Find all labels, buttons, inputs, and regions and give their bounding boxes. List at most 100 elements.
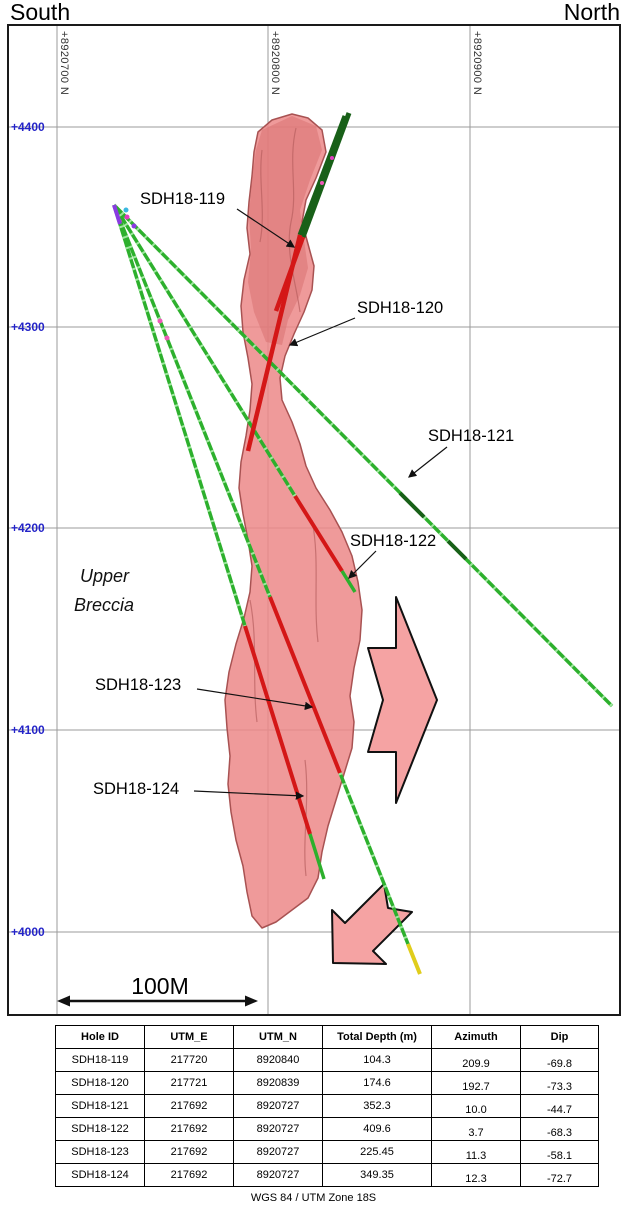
table-cell-value: 209.9 [462,1058,490,1070]
table-cell: 349.35 [322,1163,432,1187]
drillhole-trace-SDH18-121 [112,203,614,708]
hole-label-SDH18-120: SDH18-120 [357,299,443,317]
trace-segment-darkgreen [398,491,426,519]
table-cell: 8920727 [233,1140,323,1164]
table-row: SDH18-121 217692 8920727 352.3 10.0 -44.7 [55,1094,599,1118]
table-cell: -73.3 [520,1071,599,1095]
northing-label: +8920700 N [58,31,70,95]
table-header-cell: Total Depth (m) [322,1025,432,1049]
table-cell: SDH18-122 [55,1117,145,1141]
table-cell: 409.6 [322,1117,432,1141]
table-cell: 10.0 [431,1094,521,1118]
table-cell-value: -72.7 [546,1173,573,1185]
table-header-row: Hole ID UTM_E UTM_N Total Depth (m) Azimuth D… [55,1025,599,1049]
table-header-cell: Hole ID [55,1025,145,1049]
breccia-shading [248,116,322,345]
northing-label: +8920900 N [471,31,483,95]
trace-segment-darkgreen [300,112,352,238]
table-cell: 217692 [144,1094,234,1118]
table-header-cell: UTM_N [233,1025,323,1049]
drillhole-trace-SDH18-120 [245,115,348,452]
table-cell-value: 3.7 [468,1127,484,1139]
trace-interval-ticks [112,204,272,598]
trace-marker-dot [131,223,137,229]
table-cell-value: -68.3 [546,1127,573,1139]
trace-marker-dot [157,318,163,324]
trace-segment-darkgreen [446,539,468,561]
elevation-label: +4200 [11,521,45,535]
table-cell: 217692 [144,1117,234,1141]
annotation-arrow-SDH18-121 [408,446,448,478]
table-cell: -69.8 [520,1048,599,1072]
table-cell: 104.3 [322,1048,432,1072]
table-cell: 8920727 [233,1094,323,1118]
breccia-texture-line [288,127,301,313]
table-cell: 174.6 [322,1071,432,1095]
table-head: Hole ID UTM_E UTM_N Total Depth (m) Azimuth D… [55,1025,599,1049]
table-cell-value: -58.1 [546,1150,573,1162]
table-cell: -44.7 [520,1094,599,1118]
table-cell: 217720 [144,1048,234,1072]
table-cell: SDH18-121 [55,1094,145,1118]
table-header-cell: Azimuth [431,1025,521,1049]
elevation-label: +4400 [11,120,45,134]
table-cell: SDH18-123 [55,1140,145,1164]
hole-label-SDH18-119: SDH18-119 [140,190,225,208]
table-cell: SDH18-124 [55,1163,145,1187]
table-cell-value: -69.8 [546,1058,573,1070]
hole-label-SDH18-121: SDH18-121 [428,427,514,445]
crs-footer: WGS 84 / UTM Zone 18S [250,1192,377,1204]
table-cell: 8920727 [233,1117,323,1141]
trace-segment-red [245,234,303,452]
annotation-arrow-SDH18-122 [348,550,377,579]
table-row: SDH18-120 217721 8920839 174.6 192.7 -73.3 [55,1071,599,1095]
drillhole-table-wrap: Hole ID UTM_E UTM_N Total Depth (m) Azimuth D… [55,1025,599,1187]
scale-arrowhead-left [57,995,70,1007]
table-cell: 209.9 [431,1048,521,1072]
table-cell: 11.3 [431,1140,521,1164]
table-cell: 217692 [144,1163,234,1187]
section-direction-north: North [563,0,620,25]
table-cell: 352.3 [322,1094,432,1118]
table-cell-value: 12.3 [465,1173,487,1185]
trace-segment-green [112,204,297,497]
table-cell: -72.7 [520,1163,599,1187]
trace-interval-ticks [112,204,247,627]
hole-label-SDH18-122: SDH18-122 [350,532,436,550]
scale-bar: 100M [57,973,258,1007]
table-cell: -68.3 [520,1117,599,1141]
table-header-cell: Dip [520,1025,599,1049]
table-cell-value: 11.3 [465,1150,487,1162]
drillhole-trace-SDH18-123 [112,204,357,593]
hole-label-SDH18-123: SDH18-123 [95,676,181,694]
unit-label-upper: Upper [80,566,130,586]
trace-marker-dot [123,207,129,213]
drillhole-table: Hole ID UTM_E UTM_N Total Depth (m) Azimuth D… [55,1025,599,1187]
trace-marker-dot [164,335,170,341]
unit-label-breccia: Breccia [74,595,134,615]
table-row: SDH18-124 217692 8920727 349.35 12.3 -72.7 [55,1163,599,1187]
elevation-label: +4300 [11,320,45,334]
trace-marker-dot [124,214,130,220]
scale-label: 100M [131,973,189,999]
table-cell: 217721 [144,1071,234,1095]
table-cell: SDH18-120 [55,1071,145,1095]
trace-interval-ticks [112,203,614,708]
breccia-texture-line [311,519,319,643]
trace-segment-green [340,570,357,593]
hole-label-SDH18-124: SDH18-124 [93,780,179,798]
trace-segment-green [308,833,326,880]
cross-section-plot: +8920700 N +8920800 N +8920900 N +4400 +4300… [7,24,621,1016]
annotation-arrow-SDH18-119 [236,208,296,248]
table-cell: 225.45 [322,1140,432,1164]
trace-segment-red [268,596,342,774]
breccia-texture-line [259,149,263,243]
table-row: SDH18-122 217692 8920727 409.6 3.7 -68.3 [55,1117,599,1141]
trace-marker-dot [320,181,324,185]
table-body: SDH18-119 217720 8920840 104.3 209.9 -69.8 SDH… [55,1048,599,1187]
table-cell: 8920727 [233,1163,323,1187]
trace-segment-green [338,772,410,945]
table-row: SDH18-123 217692 8920727 225.45 11.3 -58.1 [55,1140,599,1164]
table-cell-value: 192.7 [462,1081,490,1093]
